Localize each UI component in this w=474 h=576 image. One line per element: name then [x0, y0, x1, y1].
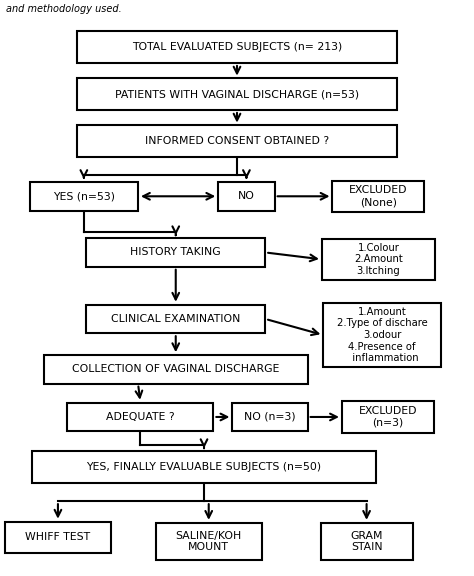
- FancyBboxPatch shape: [156, 523, 262, 560]
- Text: TOTAL EVALUATED SUBJECTS (n= 213): TOTAL EVALUATED SUBJECTS (n= 213): [132, 42, 342, 52]
- Text: COLLECTION OF VAGINAL DISCHARGE: COLLECTION OF VAGINAL DISCHARGE: [72, 365, 280, 374]
- Text: 1.Colour
2.Amount
3.Itching: 1.Colour 2.Amount 3.Itching: [354, 242, 403, 276]
- Text: GRAM
STAIN: GRAM STAIN: [350, 530, 383, 552]
- FancyBboxPatch shape: [342, 401, 434, 433]
- FancyBboxPatch shape: [332, 180, 424, 212]
- Text: INFORMED CONSENT OBTAINED ?: INFORMED CONSENT OBTAINED ?: [145, 137, 329, 146]
- FancyBboxPatch shape: [218, 182, 275, 211]
- FancyBboxPatch shape: [86, 238, 265, 267]
- FancyBboxPatch shape: [77, 78, 397, 110]
- FancyBboxPatch shape: [86, 305, 265, 334]
- Text: WHIFF TEST: WHIFF TEST: [26, 532, 91, 543]
- FancyBboxPatch shape: [5, 522, 111, 553]
- Text: ADEQUATE ?: ADEQUATE ?: [106, 412, 175, 422]
- Text: EXCLUDED
(n=3): EXCLUDED (n=3): [358, 406, 417, 428]
- Text: PATIENTS WITH VAGINAL DISCHARGE (n=53): PATIENTS WITH VAGINAL DISCHARGE (n=53): [115, 89, 359, 99]
- FancyBboxPatch shape: [44, 355, 308, 384]
- Text: SALINE/KOH
MOUNT: SALINE/KOH MOUNT: [175, 530, 242, 552]
- Text: NO (n=3): NO (n=3): [244, 412, 296, 422]
- FancyBboxPatch shape: [30, 182, 138, 211]
- FancyBboxPatch shape: [322, 238, 435, 280]
- FancyBboxPatch shape: [67, 403, 213, 431]
- Text: YES, FINALLY EVALUABLE SUBJECTS (n=50): YES, FINALLY EVALUABLE SUBJECTS (n=50): [86, 462, 321, 472]
- FancyBboxPatch shape: [232, 403, 308, 431]
- Text: 1.Amount
2.Type of dischare
3.odour
4.Presence of
  inflammation: 1.Amount 2.Type of dischare 3.odour 4.Pr…: [337, 307, 428, 363]
- FancyBboxPatch shape: [77, 32, 397, 63]
- Text: YES (n=53): YES (n=53): [53, 191, 115, 201]
- FancyBboxPatch shape: [32, 451, 376, 483]
- FancyBboxPatch shape: [323, 304, 441, 366]
- Text: HISTORY TAKING: HISTORY TAKING: [130, 248, 221, 257]
- Text: CLINICAL EXAMINATION: CLINICAL EXAMINATION: [111, 314, 240, 324]
- Text: EXCLUDED
(None): EXCLUDED (None): [349, 185, 408, 207]
- Text: NO: NO: [238, 191, 255, 201]
- Text: and methodology used.: and methodology used.: [6, 4, 122, 14]
- FancyBboxPatch shape: [77, 126, 397, 157]
- FancyBboxPatch shape: [320, 523, 412, 560]
